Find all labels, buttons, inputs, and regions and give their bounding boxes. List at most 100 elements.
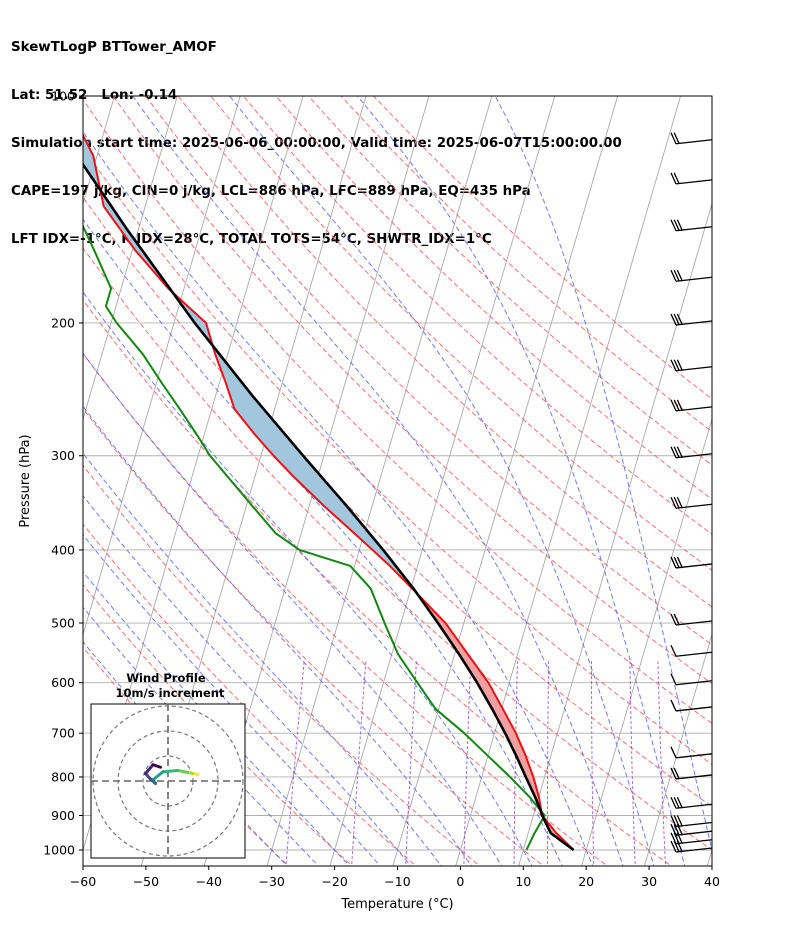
isotherm-line: [83, 96, 178, 421]
moist-adiabat-line: [131, 96, 624, 866]
barb-flag: [670, 172, 677, 185]
moist-adiabat-line: [83, 352, 503, 866]
wind-barb: [670, 840, 713, 853]
barb-staff: [675, 651, 713, 657]
moist-adiabat-line: [228, 96, 655, 866]
x-tick-label: 40: [704, 874, 720, 889]
wind-barb: [670, 797, 713, 809]
hodograph-area: [91, 704, 245, 858]
barb-flag: [670, 832, 677, 844]
y-tick-label: 500: [51, 616, 75, 631]
mixing-ratio-line: [285, 660, 305, 866]
isotherm-line: [581, 417, 712, 866]
barb-staff: [675, 680, 713, 686]
mixing-ratio-line: [405, 660, 418, 866]
temperature-profile: [83, 133, 575, 851]
barb-flag: [673, 269, 680, 282]
mixing-ratio-line: [629, 660, 636, 866]
x-tick-label: −20: [321, 874, 347, 889]
x-tick-label: −40: [196, 874, 222, 889]
wind-barb: [670, 613, 713, 626]
y-tick-label: 200: [51, 315, 75, 330]
moist-adiabat-line: [83, 130, 594, 866]
upper-stable-fill: [83, 135, 405, 578]
hodograph-segment: [176, 769, 190, 774]
moist-adiabats: [83, 96, 712, 866]
barb-flag: [670, 840, 677, 853]
x-axis-label: Temperature (°C): [340, 897, 453, 912]
y-tick-label: 400: [51, 542, 75, 557]
wind-barb: [670, 556, 713, 569]
dry-adiabat-line: [83, 646, 290, 866]
x-tick-label: −30: [259, 874, 285, 889]
barb-flag: [676, 446, 683, 459]
mixing-ratio-line: [591, 660, 595, 866]
dry-adiabat-line: [83, 464, 481, 866]
barb-flag: [670, 269, 677, 282]
hodograph-segment: [161, 769, 180, 774]
hodograph-title: Wind Profile: [126, 671, 206, 685]
barb-flag: [676, 797, 683, 809]
barb-flag: [670, 399, 677, 412]
dry-adiabat-line: [83, 583, 354, 866]
barb-flag: [673, 313, 680, 326]
barb-flag: [673, 446, 680, 459]
barb-flag: [673, 496, 680, 509]
wind-barb: [670, 446, 713, 459]
x-tick-label: −50: [133, 874, 159, 889]
barb-flag: [673, 172, 680, 185]
chart-title: SkewTLogP BTTower_AMOF: [11, 40, 217, 55]
barb-flag: [676, 815, 683, 827]
wind-barb: [670, 832, 713, 845]
barb-flag: [670, 746, 677, 759]
barb-flag: [676, 313, 683, 326]
isotherm-line: [329, 96, 556, 866]
dry-adiabat-line: [177, 96, 712, 608]
x-tick-label: 10: [515, 874, 531, 889]
isotherm-line: [392, 96, 619, 866]
barb-flag: [676, 556, 683, 569]
mixing-ratio-line: [657, 660, 667, 866]
x-axis: −60 −50 −40 −30 −20 −10 0 10 20 30 40 Temperature (…: [70, 866, 720, 912]
dry-adiabat-line: [145, 96, 712, 646]
x-tick-label: 20: [578, 874, 594, 889]
wind-barb: [670, 313, 713, 326]
barb-flag: [670, 797, 677, 809]
barb-flag: [673, 556, 680, 569]
barb-staff: [675, 774, 713, 780]
wind-barb: [670, 399, 713, 412]
isotherm-line: [455, 96, 682, 866]
moist-adiabat-line: [83, 291, 533, 866]
wind-barb: [670, 673, 713, 686]
y-tick-label: 900: [51, 808, 75, 823]
barb-staff: [675, 620, 713, 626]
moist-adiabat-line: [494, 96, 712, 853]
dry-adiabat-line: [340, 96, 712, 433]
x-tick-label: 0: [456, 874, 464, 889]
parcel-profile: [83, 162, 575, 852]
barb-flag: [670, 132, 677, 145]
dry-adiabat-line: [210, 96, 712, 571]
barb-flag: [670, 613, 677, 626]
y-axis: 1000 900 800 700 600 500 400 300 200 100 Pressure …: [18, 89, 83, 858]
dry-adiabat-line: [83, 299, 673, 866]
barb-flag: [670, 823, 677, 836]
isotherm-line: [706, 848, 712, 866]
wind-barb: [670, 359, 713, 372]
y-tick-label: 1000: [43, 843, 75, 858]
barb-flag: [676, 399, 683, 412]
moist-adiabat-line: [83, 570, 351, 866]
wind-barb: [670, 699, 713, 712]
x-tick-label: 30: [641, 874, 657, 889]
wind-barb: [670, 746, 713, 759]
barb-flag: [673, 767, 680, 780]
barb-flag: [673, 219, 680, 232]
barb-flag: [670, 767, 677, 780]
hodograph-segment: [144, 763, 155, 775]
wind-barb: [670, 644, 713, 657]
moist-adiabat-line: [83, 606, 320, 866]
barb-flag: [673, 815, 680, 827]
mixing-ratio-line: [463, 660, 472, 866]
